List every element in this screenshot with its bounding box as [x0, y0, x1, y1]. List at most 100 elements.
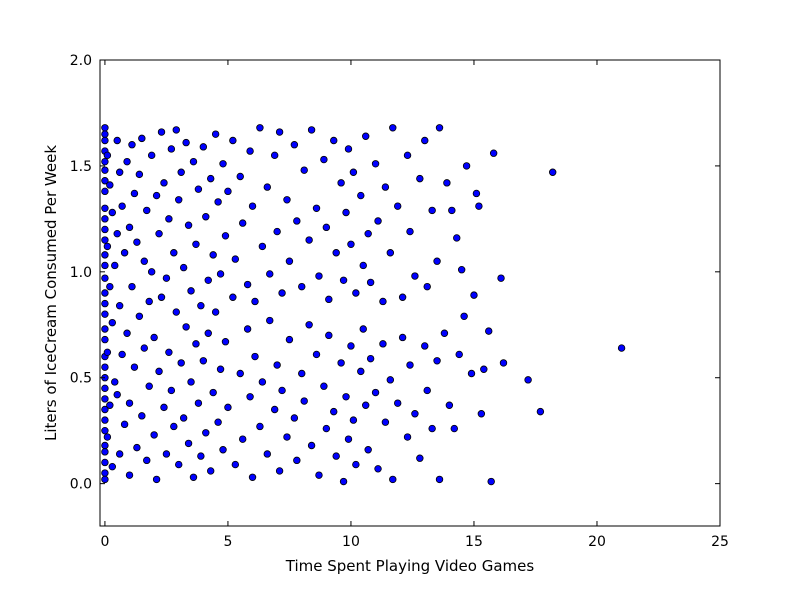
data-point: [364, 446, 372, 454]
data-point: [135, 170, 144, 179]
data-point: [455, 350, 463, 359]
data-point: [182, 138, 190, 147]
data-point: [536, 407, 545, 416]
data-point: [101, 426, 109, 435]
data-point: [398, 293, 407, 301]
data-point: [349, 168, 358, 176]
data-point: [101, 448, 109, 456]
data-point: [246, 393, 254, 401]
data-point: [357, 191, 365, 200]
data-point: [160, 179, 168, 187]
data-point: [270, 151, 279, 160]
data-point: [125, 223, 134, 232]
data-point: [155, 229, 163, 238]
data-point: [485, 327, 493, 335]
data-point: [113, 229, 121, 238]
data-point: [243, 325, 252, 333]
data-point: [187, 287, 195, 295]
data-point: [113, 136, 121, 145]
data-point: [389, 475, 397, 484]
x-tick-label: 25: [711, 534, 729, 550]
data-point: [165, 348, 173, 357]
data-point: [106, 401, 114, 409]
data-point: [617, 344, 626, 352]
data-point: [448, 206, 456, 215]
data-point: [293, 217, 301, 225]
data-point: [143, 206, 151, 215]
data-point: [266, 316, 274, 325]
data-point: [101, 204, 109, 212]
data-point: [477, 410, 486, 418]
data-point: [108, 462, 116, 471]
data-point: [352, 460, 360, 469]
data-point: [445, 401, 454, 409]
data-point: [140, 344, 148, 352]
data-point: [423, 386, 431, 395]
data-point: [423, 282, 431, 291]
data-point: [362, 401, 370, 409]
data-point: [440, 329, 449, 337]
data-point: [381, 418, 390, 426]
data-point: [467, 369, 476, 378]
y-tick-label: 0.0: [70, 477, 92, 493]
data-point: [325, 295, 333, 304]
data-point: [307, 441, 316, 450]
data-point: [435, 124, 444, 132]
data-point: [101, 274, 109, 282]
data-point: [125, 471, 134, 479]
data-point: [344, 145, 353, 153]
data-point: [101, 261, 109, 270]
data-point: [211, 130, 220, 138]
data-point: [394, 202, 402, 210]
data-point: [263, 450, 271, 458]
y-tick-label: 1.5: [70, 159, 92, 175]
data-point: [170, 422, 178, 431]
data-point: [366, 354, 375, 363]
data-point: [221, 338, 230, 346]
data-point: [216, 365, 225, 373]
data-point: [194, 185, 203, 193]
data-point: [160, 403, 168, 412]
data-point: [103, 348, 112, 357]
data-point: [428, 424, 436, 433]
data-point: [236, 369, 244, 378]
data-point: [366, 278, 375, 287]
data-point: [315, 471, 323, 479]
data-point: [123, 329, 131, 337]
data-point: [101, 395, 109, 403]
data-point: [462, 162, 471, 170]
data-point: [238, 435, 247, 443]
data-point: [197, 302, 205, 310]
data-point: [270, 405, 279, 414]
data-point: [111, 261, 119, 270]
data-point: [320, 382, 328, 390]
data-point: [381, 183, 390, 191]
data-point: [406, 227, 414, 236]
data-point: [406, 361, 414, 369]
data-point: [101, 225, 109, 234]
data-point: [428, 206, 436, 215]
data-point: [421, 136, 429, 145]
data-point: [246, 147, 254, 155]
data-point: [349, 416, 358, 424]
data-point: [285, 257, 294, 265]
data-point: [108, 208, 116, 217]
data-point: [386, 249, 395, 257]
data-point: [130, 189, 139, 198]
data-point: [411, 410, 419, 418]
data-point: [450, 424, 458, 433]
data-point: [480, 365, 488, 373]
x-tick-label: 0: [100, 534, 109, 550]
data-point: [101, 124, 109, 132]
data-point: [219, 446, 227, 454]
data-point: [339, 276, 348, 284]
data-point: [211, 308, 220, 316]
data-point: [189, 157, 198, 166]
data-point: [293, 456, 301, 465]
data-point: [300, 397, 308, 405]
data-point: [165, 215, 173, 223]
data-point: [128, 282, 136, 291]
data-point: [101, 157, 109, 166]
